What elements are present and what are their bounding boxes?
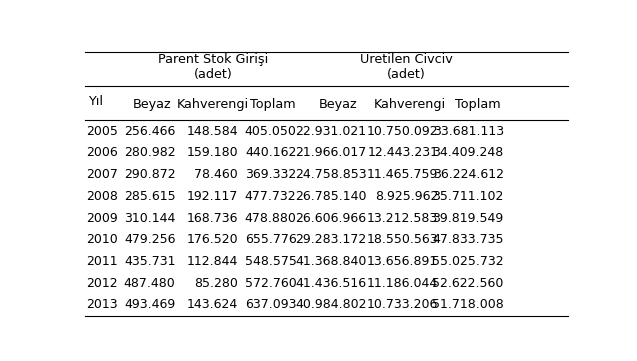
- Text: 369.332: 369.332: [245, 168, 296, 181]
- Text: 2010: 2010: [87, 233, 118, 246]
- Text: Parent Stok Girişi
(adet): Parent Stok Girişi (adet): [157, 53, 268, 81]
- Text: 55.025.732: 55.025.732: [432, 255, 504, 268]
- Text: 2007: 2007: [87, 168, 118, 181]
- Text: 21.966.017: 21.966.017: [296, 147, 367, 160]
- Text: 290.872: 290.872: [124, 168, 176, 181]
- Text: 655.776: 655.776: [245, 233, 296, 246]
- Text: 47.833.735: 47.833.735: [433, 233, 504, 246]
- Text: 479.256: 479.256: [124, 233, 176, 246]
- Text: Beyaz: Beyaz: [318, 98, 357, 111]
- Text: Üretilen Civciv
(adet): Üretilen Civciv (adet): [360, 53, 453, 81]
- Text: 176.520: 176.520: [186, 233, 238, 246]
- Text: 52.622.560: 52.622.560: [433, 277, 504, 290]
- Text: 192.117: 192.117: [187, 190, 238, 203]
- Text: 33.681.113: 33.681.113: [433, 125, 504, 138]
- Text: Yıl: Yıl: [89, 95, 103, 108]
- Text: 2005: 2005: [87, 125, 118, 138]
- Text: 40.984.802: 40.984.802: [295, 299, 367, 312]
- Text: 2011: 2011: [87, 255, 118, 268]
- Text: 39.819.549: 39.819.549: [433, 212, 504, 225]
- Text: 487.480: 487.480: [124, 277, 176, 290]
- Text: 41.436.516: 41.436.516: [296, 277, 367, 290]
- Text: 2006: 2006: [87, 147, 118, 160]
- Text: 159.180: 159.180: [186, 147, 238, 160]
- Text: 10.750.092: 10.750.092: [367, 125, 438, 138]
- Text: 13.212.583: 13.212.583: [367, 212, 438, 225]
- Text: 41.368.840: 41.368.840: [296, 255, 367, 268]
- Text: 10.733.206: 10.733.206: [367, 299, 438, 312]
- Text: 2013: 2013: [87, 299, 118, 312]
- Text: 24.758.853: 24.758.853: [295, 168, 367, 181]
- Text: 26.785.140: 26.785.140: [295, 190, 367, 203]
- Text: 478.880: 478.880: [245, 212, 296, 225]
- Text: 637.093: 637.093: [245, 299, 296, 312]
- Text: 51.718.008: 51.718.008: [432, 299, 504, 312]
- Text: 26.606.966: 26.606.966: [296, 212, 367, 225]
- Text: 143.624: 143.624: [187, 299, 238, 312]
- Text: 2012: 2012: [87, 277, 118, 290]
- Text: 493.469: 493.469: [124, 299, 176, 312]
- Text: 2008: 2008: [87, 190, 118, 203]
- Text: 310.144: 310.144: [124, 212, 176, 225]
- Text: Toplam: Toplam: [250, 98, 296, 111]
- Text: Kahverengi: Kahverengi: [374, 98, 446, 111]
- Text: 112.844: 112.844: [187, 255, 238, 268]
- Text: 256.466: 256.466: [124, 125, 176, 138]
- Text: 78.460: 78.460: [194, 168, 238, 181]
- Text: Kahverengi: Kahverengi: [176, 98, 249, 111]
- Text: 11.465.759: 11.465.759: [367, 168, 438, 181]
- Text: 12.443.231: 12.443.231: [368, 147, 438, 160]
- Text: Beyaz: Beyaz: [133, 98, 171, 111]
- Text: 18.550.563: 18.550.563: [367, 233, 438, 246]
- Text: 13.656.891: 13.656.891: [367, 255, 438, 268]
- Text: 148.584: 148.584: [186, 125, 238, 138]
- Text: 22.931.021: 22.931.021: [296, 125, 367, 138]
- Text: 36.224.612: 36.224.612: [433, 168, 504, 181]
- Text: 440.162: 440.162: [245, 147, 296, 160]
- Text: 29.283.172: 29.283.172: [296, 233, 367, 246]
- Text: 548.575: 548.575: [245, 255, 296, 268]
- Text: 34.409.248: 34.409.248: [433, 147, 504, 160]
- Text: 435.731: 435.731: [124, 255, 176, 268]
- Text: 85.280: 85.280: [194, 277, 238, 290]
- Text: Toplam: Toplam: [455, 98, 501, 111]
- Text: 11.186.044: 11.186.044: [367, 277, 438, 290]
- Text: 35.711.102: 35.711.102: [433, 190, 504, 203]
- Text: 285.615: 285.615: [124, 190, 176, 203]
- Text: 2009: 2009: [87, 212, 118, 225]
- Text: 405.050: 405.050: [245, 125, 296, 138]
- Text: 8.925.962: 8.925.962: [375, 190, 438, 203]
- Text: 280.982: 280.982: [124, 147, 176, 160]
- Text: 572.760: 572.760: [245, 277, 296, 290]
- Text: 168.736: 168.736: [187, 212, 238, 225]
- Text: 477.732: 477.732: [245, 190, 296, 203]
